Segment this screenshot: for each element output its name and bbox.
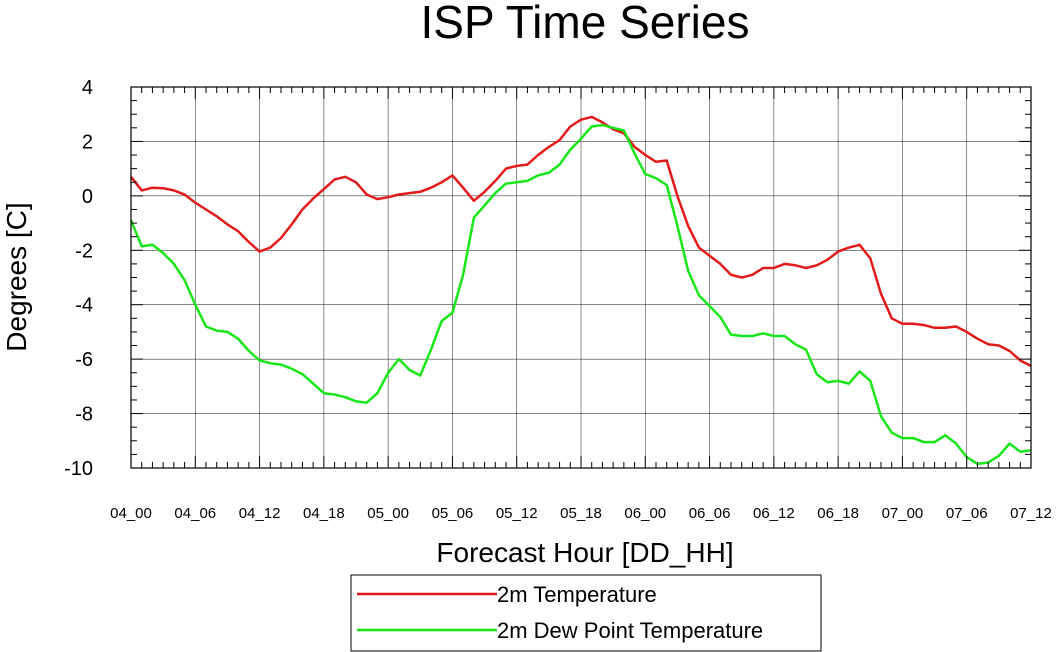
x-tick-label: 07_12 [1010, 505, 1052, 522]
x-tick-label: 05_06 [432, 505, 474, 522]
series-line-dew-point [129, 123, 1032, 466]
x-tick-label: 07_06 [946, 505, 988, 522]
legend-box [350, 574, 822, 652]
x-tick-label: 07_00 [882, 505, 924, 522]
y-tick-label: -2 [75, 240, 93, 262]
axis-ticks [130, 86, 1032, 469]
x-tick-label: 06_12 [753, 505, 795, 522]
x-tick-label: 06_00 [624, 505, 666, 522]
x-tick-label: 04_00 [110, 505, 152, 522]
x-tick-label: 05_18 [560, 505, 602, 522]
x-tick-label: 04_18 [303, 505, 345, 522]
y-axis-label: Degrees [C] [1, 202, 32, 351]
legend-label-temperature: 2m Temperature [497, 582, 657, 607]
x-tick-label: 05_12 [496, 505, 538, 522]
grid-lines [131, 87, 1031, 468]
y-tick-labels: 4 2 0 -2 -4 -6 -8 -10 [64, 77, 93, 480]
x-tick-labels: 04_00 04_06 04_12 04_18 05_00 05_06 05_12 05_18… [110, 505, 1052, 522]
y-tick-label: 4 [82, 77, 93, 99]
x-tick-label: 04_06 [174, 505, 216, 522]
x-tick-label: 06_06 [689, 505, 731, 522]
x-axis-label: Forecast Hour [DD_HH] [436, 537, 733, 568]
y-tick-label: -6 [75, 349, 93, 371]
y-tick-label: -4 [75, 295, 93, 317]
y-tick-label: -8 [75, 404, 93, 426]
series-lines [129, 115, 1032, 466]
series-line-temperature [130, 115, 1032, 368]
x-tick-label: 05_00 [367, 505, 409, 522]
chart-title: ISP Time Series [421, 0, 750, 48]
legend: 2m Temperature 2m Dew Point Temperature [350, 574, 822, 652]
x-tick-label: 06_18 [817, 505, 859, 522]
y-tick-label: 2 [82, 131, 93, 153]
x-tick-label: 04_12 [239, 505, 281, 522]
y-tick-label: 0 [82, 186, 93, 208]
y-tick-label: -10 [64, 458, 93, 480]
legend-label-dew-point: 2m Dew Point Temperature [497, 618, 763, 643]
